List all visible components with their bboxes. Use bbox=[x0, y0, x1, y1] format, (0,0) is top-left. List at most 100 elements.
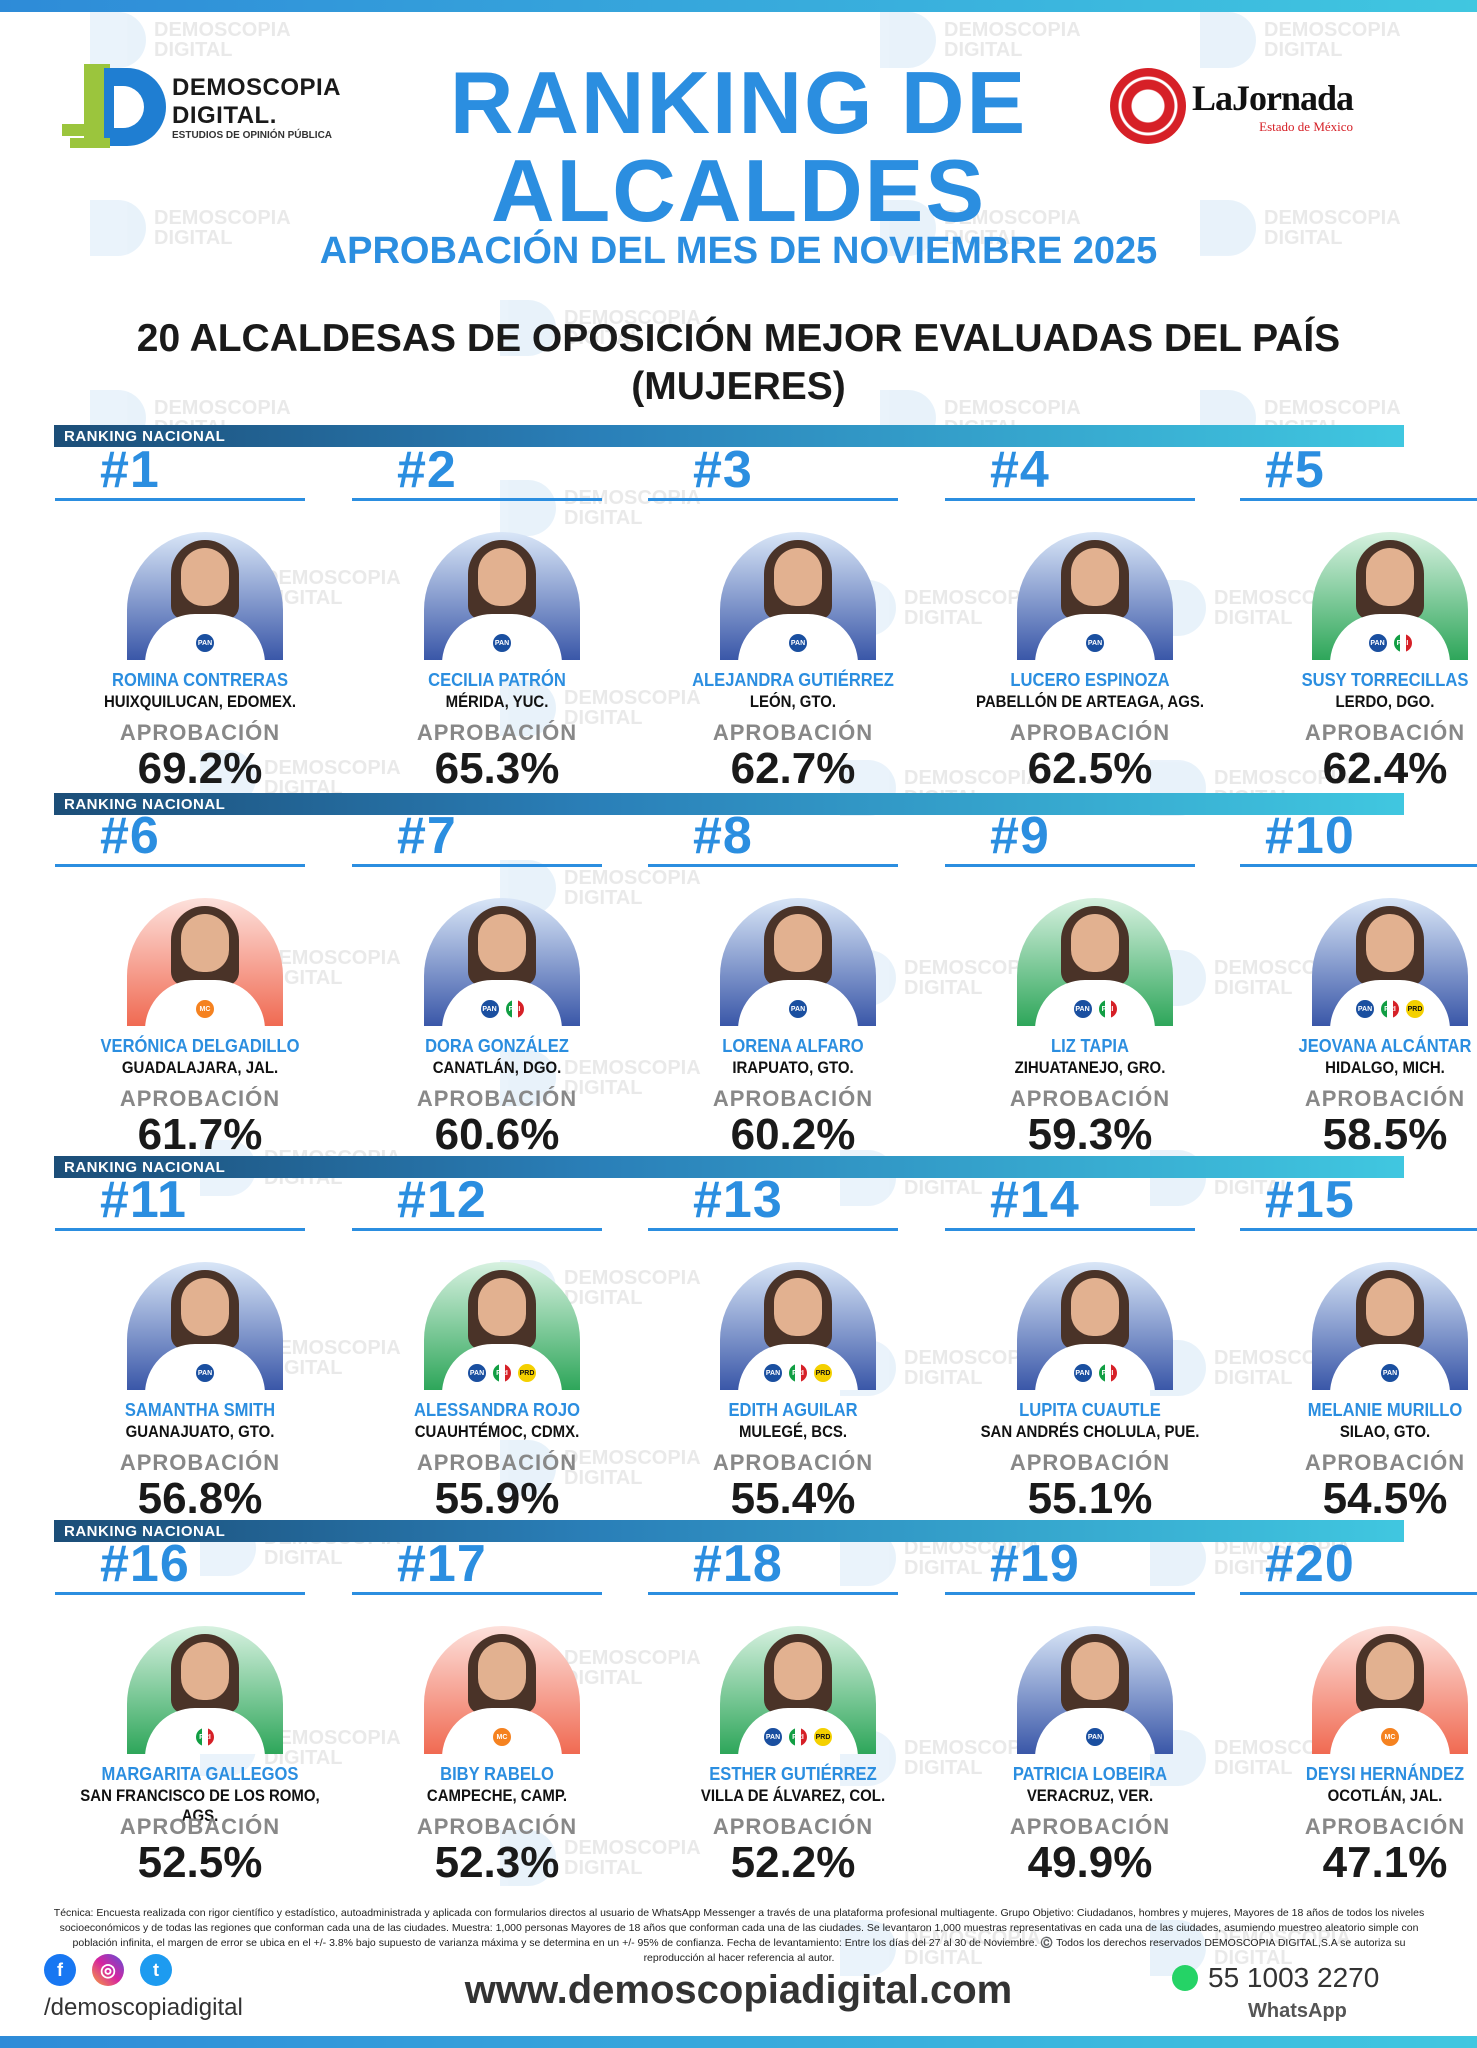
rank-number: #6 bbox=[100, 807, 160, 865]
mayor-name: JEOVANA ALCÁNTAR bbox=[1298, 1036, 1472, 1056]
mayor-name: LUPITA CUAUTLE bbox=[1019, 1400, 1161, 1420]
approval-percentage: 69.2% bbox=[137, 744, 263, 793]
ranking-card: #16 PRI MARGARITA GALLEGOS SAN FRANCISCO DE… bbox=[55, 1534, 345, 1887]
ranking-card: #2 PAN CECILIA PATRÓN MÉRIDA, YUC. APROBACIÓ… bbox=[352, 440, 642, 793]
approval-percentage: 60.6% bbox=[434, 1110, 560, 1159]
ranking-card: #19 PAN PATRICIA LOBEIRA VERACRUZ, VER. APRO… bbox=[945, 1534, 1235, 1887]
bottom-accent-bar bbox=[0, 2036, 1477, 2048]
rank-underline bbox=[55, 864, 305, 867]
party-badge-pan-icon: PAN bbox=[787, 632, 809, 654]
whatsapp-contact[interactable]: 55 1003 2270 bbox=[1172, 1962, 1379, 1994]
rank-underline bbox=[945, 1228, 1195, 1231]
ranking-card: #18 PAN PRI PRD ESTHER GUTIÉRREZ VILLA DE ÁLV… bbox=[648, 1534, 938, 1887]
approval-percentage: 52.3% bbox=[434, 1838, 560, 1887]
rank-underline bbox=[648, 498, 898, 501]
rank-underline bbox=[55, 1228, 305, 1231]
mayor-name: LUCERO ESPINOZA bbox=[1010, 670, 1170, 690]
mayor-city: SAN ANDRÉS CHOLULA, PUE. bbox=[980, 1422, 1200, 1441]
social-links: f ◎ t bbox=[44, 1954, 172, 1986]
mayor-name: LIZ TAPIA bbox=[1051, 1036, 1129, 1056]
la-jornada-name: LaJornada bbox=[1192, 78, 1354, 118]
ranking-card: #7 PAN PRI DORA GONZÁLEZ CANATLÁN, DGO. APROB… bbox=[352, 806, 642, 1159]
portrait-photo: PAN bbox=[720, 532, 876, 660]
approval-percentage: 52.5% bbox=[137, 1838, 263, 1887]
portrait-photo: PAN bbox=[127, 1262, 283, 1390]
mayor-name: BIBY RABELO bbox=[440, 1764, 554, 1784]
party-badge-pri-icon: PRI bbox=[1391, 632, 1414, 654]
mayor-name: DEYSI HERNÁNDEZ bbox=[1305, 1764, 1465, 1784]
party-badge-pan-icon: PAN bbox=[1354, 998, 1376, 1020]
ranking-card: #8 PAN LORENA ALFARO IRAPUATO, GTO. APROBACI… bbox=[648, 806, 938, 1159]
rank-underline bbox=[648, 1228, 898, 1231]
party-badge-pan-icon: PAN bbox=[787, 998, 809, 1020]
social-handle[interactable]: /demoscopiadigital bbox=[44, 1994, 243, 2021]
mayor-name: CECILIA PATRÓN bbox=[428, 670, 566, 690]
facebook-icon[interactable]: f bbox=[44, 1954, 76, 1986]
page-title-line-1: RANKING DE bbox=[449, 53, 1028, 152]
rank-number: #1 bbox=[100, 441, 160, 499]
rank-underline bbox=[352, 498, 602, 501]
rank-underline bbox=[648, 1592, 898, 1595]
mayor-name: PATRICIA LOBEIRA bbox=[1012, 1764, 1168, 1784]
portrait-photo: PAN PRI bbox=[1017, 1262, 1173, 1390]
methodology-note: Técnica: Encuesta realizada con rigor ci… bbox=[53, 1907, 1425, 1964]
approval-label: APROBACIÓN bbox=[416, 1086, 578, 1111]
approval-percentage: 62.7% bbox=[730, 744, 856, 793]
approval-label: APROBACIÓN bbox=[1304, 1086, 1466, 1111]
mayor-city: OCOTLÁN, JAL. bbox=[1327, 1786, 1443, 1805]
rank-number: #8 bbox=[693, 807, 753, 865]
portrait-photo: PAN bbox=[1017, 1626, 1173, 1754]
approval-percentage: 52.2% bbox=[730, 1838, 856, 1887]
rank-underline bbox=[352, 1228, 602, 1231]
rank-underline bbox=[55, 498, 305, 501]
approval-label: APROBACIÓN bbox=[712, 1086, 874, 1111]
rank-number: #5 bbox=[1265, 441, 1325, 499]
portrait-photo: PAN PRI PRD bbox=[720, 1262, 876, 1390]
rank-number: #4 bbox=[990, 441, 1050, 499]
rank-underline bbox=[1240, 498, 1477, 501]
rank-number: #19 bbox=[990, 1535, 1080, 1593]
instagram-icon[interactable]: ◎ bbox=[92, 1954, 124, 1986]
rank-underline bbox=[352, 864, 602, 867]
approval-percentage: 65.3% bbox=[434, 744, 560, 793]
mayor-city: ZIHUATANEJO, GRO. bbox=[1014, 1058, 1166, 1077]
mayor-city: HIDALGO, MICH. bbox=[1325, 1058, 1445, 1077]
approval-label: APROBACIÓN bbox=[712, 1814, 874, 1839]
twitter-icon[interactable]: t bbox=[140, 1954, 172, 1986]
whatsapp-label: WhatsApp bbox=[1248, 2000, 1347, 2022]
approval-percentage: 55.1% bbox=[1027, 1474, 1153, 1523]
ranking-card: #9 PAN PRI LIZ TAPIA ZIHUATANEJO, GRO. APROBA… bbox=[945, 806, 1235, 1159]
approval-label: APROBACIÓN bbox=[119, 1086, 281, 1111]
party-badge-mc-icon: MC bbox=[1379, 1726, 1401, 1748]
approval-label: APROBACIÓN bbox=[1009, 1814, 1171, 1839]
party-badge-prd-icon: PRD bbox=[516, 1362, 538, 1384]
mayor-name: MELANIE MURILLO bbox=[1307, 1400, 1463, 1420]
party-badge-pri-icon: PRI bbox=[503, 998, 526, 1020]
party-badge-prd-icon: PRD bbox=[1404, 998, 1426, 1020]
rank-underline bbox=[352, 1592, 602, 1595]
logo-line-1: DEMOSCOPIA bbox=[172, 73, 342, 101]
ranking-card: #20 MC DEYSI HERNÁNDEZ OCOTLÁN, JAL. APROBAC… bbox=[1240, 1534, 1477, 1887]
approval-label: APROBACIÓN bbox=[416, 720, 578, 745]
mayor-city: VILLA DE ÁLVAREZ, COL. bbox=[700, 1786, 886, 1805]
approval-percentage: 49.9% bbox=[1027, 1838, 1153, 1887]
approval-label: APROBACIÓN bbox=[1009, 1450, 1171, 1475]
portrait-photo: PAN PRI PRD bbox=[424, 1262, 580, 1390]
party-badge-prd-icon: PRD bbox=[812, 1362, 834, 1384]
top-accent-bar bbox=[0, 0, 1477, 12]
party-badge-pri-icon: PRI bbox=[787, 1726, 809, 1748]
party-badge-pan-icon: PAN bbox=[1366, 632, 1389, 654]
whatsapp-phone: 55 1003 2270 bbox=[1208, 1962, 1380, 1993]
portrait-photo: PAN bbox=[720, 898, 876, 1026]
portrait-photo: MC bbox=[1312, 1626, 1468, 1754]
rank-number: #3 bbox=[693, 441, 753, 499]
page-subtitle: APROBACIÓN DEL MES DE NOVIEMBRE 2025 bbox=[319, 230, 1158, 272]
demoscopia-logo: DEMOSCOPIA DIGITAL. ESTUDIOS DE OPINIÓN … bbox=[62, 62, 352, 152]
section-ribbon-label: RANKING NACIONAL bbox=[64, 428, 226, 445]
approval-label: APROBACIÓN bbox=[1009, 720, 1171, 745]
website-link[interactable]: www.demoscopiadigital.com bbox=[464, 1968, 1013, 2012]
mayor-name: LORENA ALFARO bbox=[722, 1036, 864, 1056]
mayor-city: CUAUHTÉMOC, CDMX. bbox=[414, 1422, 580, 1441]
ranking-card: #5 PAN PRI SUSY TORRECILLAS LERDO, DGO. APROB… bbox=[1240, 440, 1477, 793]
approval-percentage: 54.5% bbox=[1322, 1474, 1448, 1523]
